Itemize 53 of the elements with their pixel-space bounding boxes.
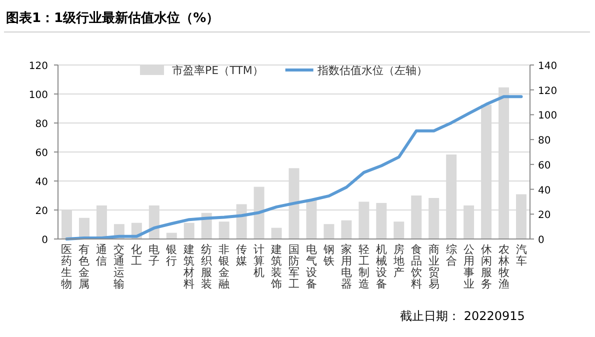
- y2-tick-label: 60: [538, 160, 551, 172]
- legend-label: 指数估值水位（左轴）: [316, 64, 428, 77]
- x-tick-label: 建筑装饰: [270, 243, 282, 291]
- x-tick-label: 纺织服装: [201, 243, 212, 291]
- legend-label: 市盈率PE（TTM）: [172, 64, 264, 77]
- x-tick-label: 机械设备: [376, 243, 387, 291]
- line-series: [65, 95, 523, 240]
- x-tick-label: 房地产: [392, 243, 404, 280]
- x-tick-label: 家用电器: [340, 243, 352, 291]
- x-tick-label: 食品饮料: [410, 243, 422, 291]
- x-tick-label: 综合: [446, 243, 457, 268]
- text: 截止日期： 20220915: [400, 309, 525, 323]
- y2-tick-label: 80: [538, 136, 551, 147]
- x-tick-label: 非银金融: [218, 243, 230, 291]
- bar: [324, 224, 334, 239]
- x-tick-label: 传媒: [236, 243, 248, 268]
- x-tick-label: 化工: [131, 243, 142, 268]
- x-tick-label: 电子: [148, 243, 160, 268]
- bar: [218, 222, 230, 239]
- x-tick-label: 医药生物: [61, 243, 72, 291]
- x-tick-label: 钢铁: [322, 243, 334, 268]
- bar: [184, 222, 194, 239]
- x-tick-label: 银行: [165, 243, 178, 268]
- x-tick-label: 计算机: [254, 243, 265, 280]
- x-tick-label: 轻工制造: [358, 243, 370, 291]
- bar: [394, 222, 404, 239]
- y2-tick-label: 40: [538, 185, 551, 196]
- x-tick-label: 电气设备: [306, 243, 317, 291]
- y2-tick-label: 120: [538, 86, 558, 97]
- x-tick-label: 国防军工: [288, 243, 300, 291]
- y-tick-label: 80: [35, 119, 48, 130]
- x-tick-label: 交通运输: [114, 243, 125, 291]
- x-tick-label: 休闲服务: [480, 243, 492, 291]
- y-tick-label: 100: [28, 90, 48, 101]
- bar: [271, 228, 282, 239]
- chart-title: 图表1：1级行业最新估值水位（%）: [6, 10, 220, 26]
- y2-tick-label: 100: [538, 110, 558, 122]
- x-tick-label: 建筑材料: [182, 243, 195, 291]
- y2-tick-label: 20: [538, 210, 551, 222]
- x-tick-label: 公用事业: [463, 243, 474, 291]
- y-tick-label: 20: [35, 206, 48, 217]
- x-tick-label: 商业贸易: [428, 243, 440, 291]
- x-tick-label: 汽车: [516, 243, 527, 268]
- y-tick-label: 60: [35, 148, 48, 159]
- x-tick-label: 有色金属: [78, 243, 90, 291]
- y-tick-label: 0: [42, 235, 48, 246]
- y-tick-label: 120: [28, 61, 48, 72]
- y-tick-label: 40: [35, 177, 48, 188]
- y2-tick-label: 140: [538, 61, 558, 72]
- y2-tick-label: 0: [538, 235, 544, 246]
- x-tick-label: 通信: [96, 243, 108, 268]
- bar: [341, 220, 352, 239]
- x-tick-label: 农林牧渔: [497, 243, 510, 291]
